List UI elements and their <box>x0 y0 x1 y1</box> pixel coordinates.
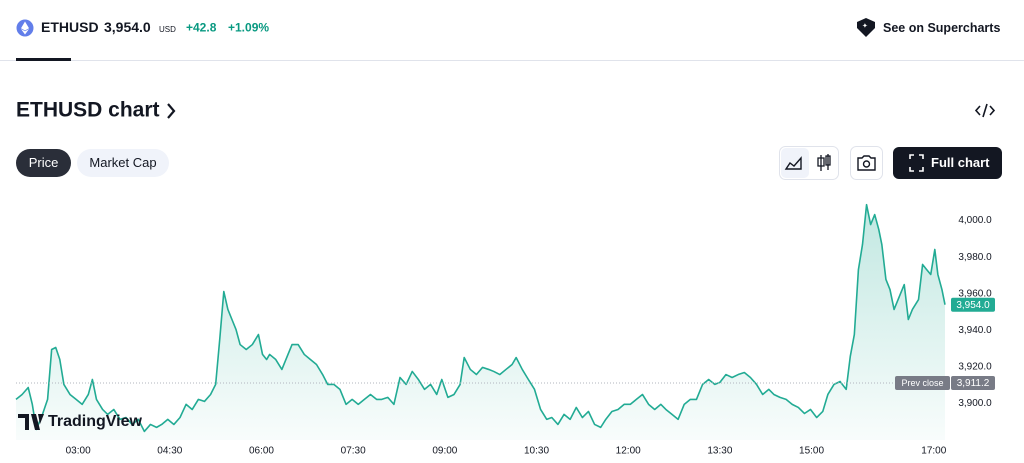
x-tick-label: 07:30 <box>341 446 366 457</box>
price-tab[interactable]: Price <box>16 149 71 177</box>
area-style-button[interactable] <box>781 148 809 178</box>
y-tick-label: 3,980.0 <box>958 252 992 263</box>
last-price-value: 3,954.0 <box>956 300 990 311</box>
eth-glyph <box>21 21 29 35</box>
axes: 3,900.0 3,920.0 3,940.0 3,960.0 3,980.0 4,000… <box>66 215 995 457</box>
prev-close-value-tag <box>951 375 995 390</box>
x-tick-label: 15:00 <box>799 446 824 457</box>
y-tick-label: 4,000.0 <box>958 215 992 226</box>
prev-close-name: Prev close <box>901 378 943 388</box>
tab-pill <box>77 149 169 177</box>
last-price-tag <box>951 297 995 312</box>
x-tick-label: 12:00 <box>616 446 641 457</box>
watermark-text: TradingView <box>48 413 143 430</box>
x-tick-label: 06:00 <box>249 446 274 457</box>
button-label: Full chart <box>931 155 990 170</box>
chart-title-link[interactable]: ETHUSD chart <box>16 99 176 122</box>
watermark: TradingView <box>18 413 143 430</box>
icon-glyph: ✦ <box>862 22 868 30</box>
full-chart-button[interactable]: Full chart <box>893 147 1002 179</box>
x-tick-label: 09:00 <box>432 446 457 457</box>
snapshot-button[interactable] <box>850 146 883 180</box>
supercharts-icon <box>857 18 875 37</box>
tab-label: Market Cap <box>89 155 156 170</box>
area-icon <box>784 156 802 170</box>
tab-label: Price <box>29 155 59 170</box>
price: 3,954.0 <box>104 19 151 35</box>
button-bg <box>781 148 809 178</box>
y-tick-label: 3,960.0 <box>958 288 992 299</box>
currency: USD <box>159 25 176 34</box>
symbol-header[interactable]: ETHUSD 3,954.0 USD +42.8 +1.09% <box>16 19 270 37</box>
change: +42.8 <box>186 21 217 35</box>
embed-button[interactable] <box>974 103 996 118</box>
chevron <box>167 103 176 119</box>
supercharts-text: See on Supercharts <box>883 21 1000 35</box>
embed-icon <box>974 103 996 118</box>
fullscreen-icon <box>909 154 924 172</box>
camera-icon <box>857 155 876 171</box>
candle-style-button[interactable] <box>817 154 831 171</box>
symbol: ETHUSD <box>41 19 99 35</box>
price-line <box>15 203 946 433</box>
change-percent: +1.09% <box>228 21 269 35</box>
area-fill <box>16 204 945 440</box>
tab-pill <box>16 149 71 177</box>
watermark-logo <box>18 414 44 430</box>
x-tick-label: 03:00 <box>66 446 91 457</box>
camera-lens <box>862 160 871 168</box>
market-cap-tab[interactable]: Market Cap <box>77 149 169 177</box>
y-tick-label: 3,900.0 <box>958 398 992 409</box>
y-tick-label: 3,940.0 <box>958 325 992 336</box>
chart-title: ETHUSD chart <box>16 99 160 122</box>
x-tick-label: 17:00 <box>921 446 946 457</box>
x-tick-label: 13:30 <box>707 446 732 457</box>
active-tab-underline <box>16 58 71 61</box>
header-divider <box>0 60 1024 61</box>
prev-close-value: 3,911.2 <box>957 378 990 389</box>
x-tick-label: 04:30 <box>157 446 182 457</box>
y-tick-label: 3,920.0 <box>958 362 992 373</box>
button-bg <box>850 146 883 180</box>
plot-area <box>15 203 946 440</box>
candle-icon <box>817 154 831 171</box>
x-tick-label: 10:30 <box>524 446 549 457</box>
supercharts-link[interactable]: ✦ See on Supercharts <box>857 18 1000 37</box>
prev-close-tag <box>895 375 950 390</box>
